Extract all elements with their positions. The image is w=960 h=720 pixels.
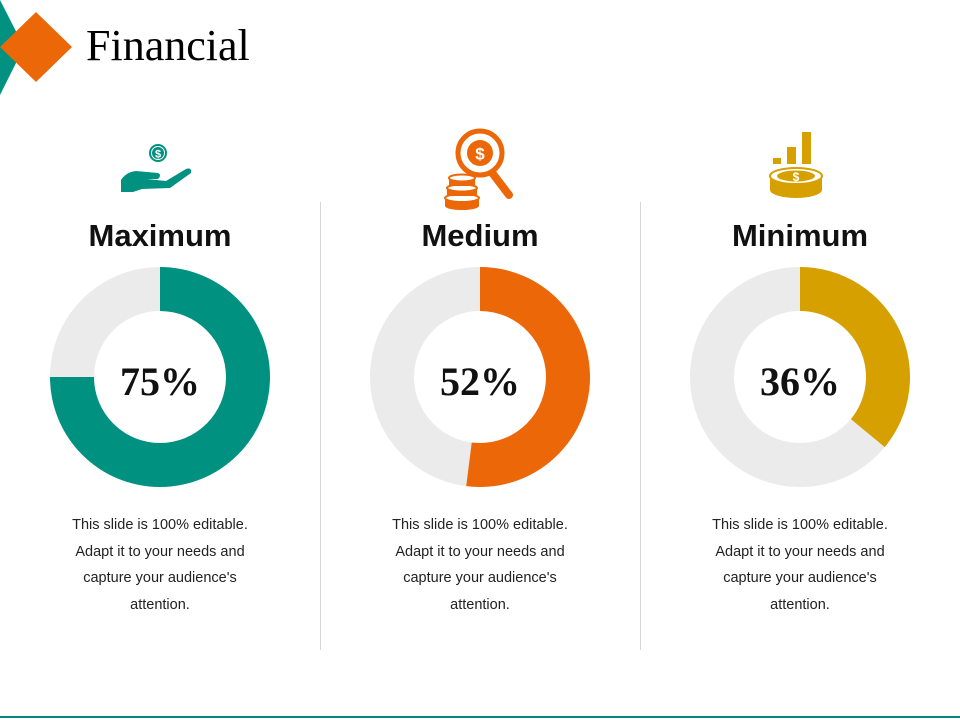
svg-text:$: $ <box>475 145 485 164</box>
kpi-column-maximum: $ Maximum 75% This slide is 100% editabl… <box>0 110 320 670</box>
kpi-description: This slide is 100% editable. Adapt it to… <box>712 517 888 613</box>
kpi-heading: Minimum <box>731 218 869 253</box>
slide-title: Financial <box>86 21 250 70</box>
donut-value-slice <box>800 267 910 448</box>
kpi-column-medium: $ Medium 52% This slide is 100% editable… <box>320 110 640 670</box>
kpi-percentage: 36% <box>760 359 840 404</box>
svg-text:$: $ <box>793 170 800 184</box>
svg-text:$: $ <box>155 149 161 161</box>
kpi-description: This slide is 100% editable. Adapt it to… <box>72 517 248 613</box>
donut-value-slice <box>466 267 591 487</box>
diamond-logo-icon <box>0 0 72 95</box>
donut-value-slice <box>50 267 270 487</box>
kpi-column-minimum: $ Minimum 36% This slide is 100% editabl… <box>640 110 960 670</box>
kpi-heading: Maximum <box>88 218 232 253</box>
kpi-heading: Medium <box>421 218 539 253</box>
donut-chart <box>370 267 591 487</box>
donut-chart <box>690 267 910 487</box>
kpi-percentage: 52% <box>440 359 520 404</box>
bottom-accent-line <box>0 716 960 718</box>
donut-chart <box>50 267 270 487</box>
coins-growth-icon: $ <box>769 132 823 198</box>
kpi-percentage: 75% <box>120 359 200 404</box>
kpi-description: This slide is 100% editable. Adapt it to… <box>392 517 568 613</box>
column-divider <box>320 202 321 650</box>
column-divider <box>640 202 641 650</box>
hand-dollar-icon: $ <box>121 144 192 192</box>
coins-magnifier-icon: $ <box>444 128 513 210</box>
